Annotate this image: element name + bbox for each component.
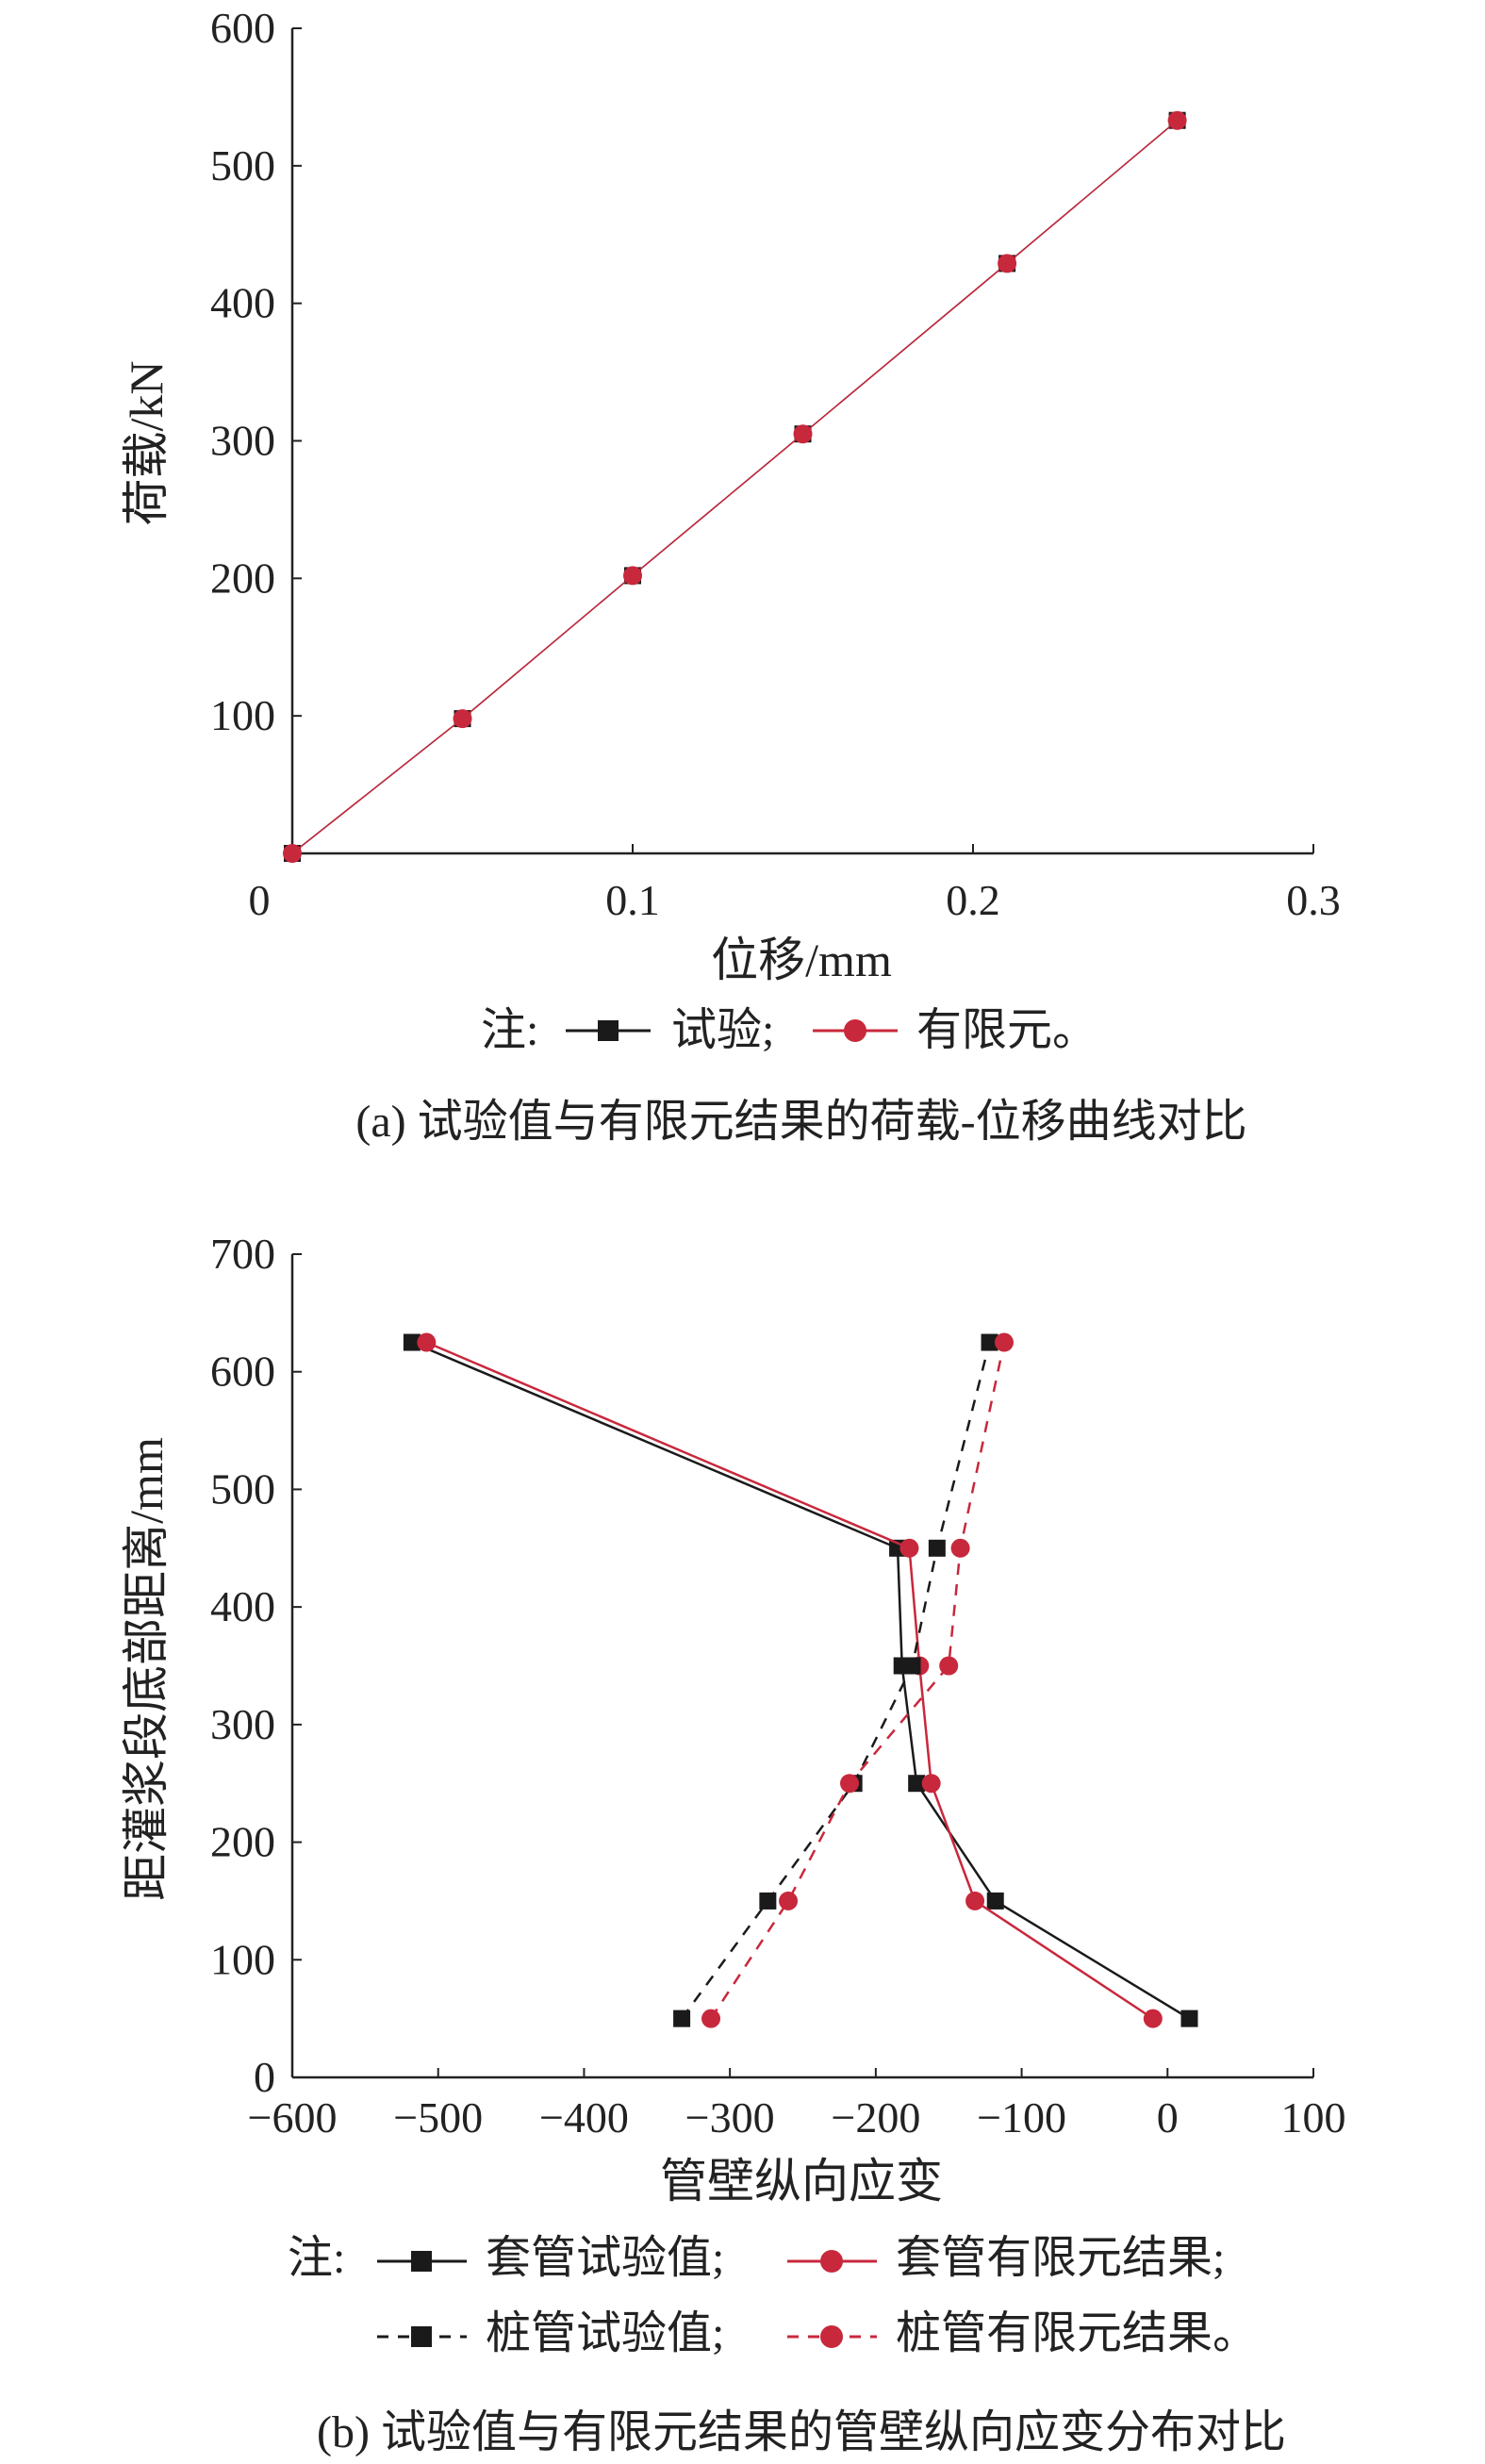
chart-a-xaxis-origin-label: 0 [249, 876, 271, 924]
chart-b-series-3-point [995, 1332, 1015, 1352]
legend-pile-test-label: 桩管试验值; [486, 2308, 724, 2358]
chart-b-series-3-point [779, 1891, 799, 1910]
legend-fem-label: 有限元。 [916, 1005, 1097, 1055]
chart-b-ytick-label: 100 [210, 1935, 275, 1983]
chart-a-xtick-label: 0.1 [605, 876, 660, 924]
chart-a-ticks: 0.1 0.2 0.3 100 200 300 400 500 600 [210, 4, 1341, 924]
legend-test-marker [598, 1020, 619, 1041]
chart-a-xlabel: 位移/mm [711, 934, 892, 986]
chart-b-series-1-point [899, 1538, 919, 1558]
chart-b-xtick-label: −500 [393, 2093, 483, 2142]
chart-a-legend: 注: 试验; 有限元。 [481, 1005, 1097, 1055]
chart-a-series [283, 110, 1187, 863]
chart-a-series-1-point [283, 844, 302, 863]
chart-a-ytick-label: 600 [210, 4, 275, 52]
chart-b-series-1-point [417, 1332, 437, 1352]
chart-b-series-3-point [939, 1656, 959, 1676]
chart-b-series-3-point [701, 2009, 721, 2028]
chart-b-xtick-label: −400 [539, 2093, 629, 2142]
chart-b-series-2-point [928, 1539, 946, 1557]
chart-a-ytick-label: 500 [210, 141, 275, 190]
legend-fem-marker [844, 1019, 866, 1042]
chart-b-series-0-point [403, 1333, 421, 1351]
chart-b-ytick-label: 500 [210, 1464, 275, 1513]
chart-a-xtick-label: 0.3 [1286, 876, 1341, 924]
chart-a-legend-prefix: 注: [481, 1005, 538, 1055]
chart-b-ytick-label: 300 [210, 1700, 275, 1748]
chart-a-series-1-point [623, 566, 642, 586]
chart-b-series-0-point [986, 1892, 1004, 1910]
chart-a-series-line-0 [291, 120, 1179, 854]
chart-b-series-0-point [908, 1775, 926, 1793]
chart-b-caption: (b) 试验值与有限元结果的管壁纵向应变分布对比 [317, 2407, 1286, 2457]
chart-b-legend: 注: 套管试验值; 套管有限元结果; 桩管试验值; 桩管有限元结果。 [288, 2233, 1258, 2358]
legend-sleeve-test-marker [411, 2251, 432, 2272]
legend-sleeve-fem-marker [820, 2250, 843, 2273]
chart-b-series-line-0 [411, 1341, 1191, 2020]
chart-a-caption: (a) 试验值与有限元结果的荷载-位移曲线对比 [355, 1097, 1246, 1147]
chart-a-ytick-label: 400 [210, 279, 275, 327]
chart-b-xtick-label: 0 [1157, 2093, 1179, 2142]
chart-b-series-3-point [840, 1774, 860, 1794]
chart-a-xtick-label: 0.2 [946, 876, 1000, 924]
legend-pile-fem-marker [820, 2325, 843, 2348]
chart-b-xtick-label: −100 [977, 2093, 1066, 2142]
legend-test-label: 试验; [671, 1005, 774, 1055]
chart-b-series-2-point [903, 1657, 921, 1675]
chart-b-ytick-label: 0 [254, 2053, 275, 2101]
chart-b-series [403, 1332, 1198, 2028]
chart-b-ytick-label: 400 [210, 1582, 275, 1630]
chart-b-xtick-label: −600 [248, 2093, 338, 2142]
chart-a-series-1-point [793, 424, 813, 444]
chart-a-series-line-1 [291, 120, 1179, 854]
chart-b-ylabel: 距灌浆段底部距离/mm [120, 1437, 173, 1901]
chart-b-xtick-label: −300 [685, 2093, 775, 2142]
chart-b-series-1-point [965, 1891, 985, 1910]
chart-b-ytick-label: 700 [210, 1230, 275, 1278]
chart-a-ylabel: 荷载/kN [120, 361, 173, 526]
chart-b-series-0-point [1180, 2009, 1198, 2027]
chart-b-legend-prefix: 注: [288, 2233, 345, 2283]
chart-b-series-line-2 [681, 1342, 991, 2020]
chart-b-series-line-1 [425, 1341, 1154, 2020]
chart-b-ticks: −600 −500 −400 −300 −200 −100 0 100 0 100 200 300 40… [210, 1230, 1346, 2142]
legend-sleeve-fem-label: 套管有限元结果; [896, 2233, 1225, 2283]
chart-strain-distribution: −600 −500 −400 −300 −200 −100 0 100 0 100 200 300 40… [120, 1230, 1346, 2457]
chart-b-series-2-point [673, 2009, 691, 2027]
chart-b-xtick-label: 100 [1281, 2093, 1346, 2142]
chart-a-series-1-point [1167, 110, 1187, 130]
chart-a-series-1-point [453, 709, 472, 729]
chart-a-ytick-label: 200 [210, 554, 275, 602]
chart-a-ytick-label: 100 [210, 691, 275, 739]
chart-b-xlabel: 管壁纵向应变 [660, 2155, 943, 2208]
chart-a-series-1-point [998, 254, 1017, 273]
chart-load-displacement: 0.1 0.2 0.3 100 200 300 400 500 600 0 位移/mm 荷载/k… [120, 4, 1341, 1147]
legend-sleeve-test-label: 套管试验值; [486, 2233, 724, 2283]
chart-b-series-2-point [981, 1333, 998, 1351]
chart-b-series-3-point [950, 1538, 970, 1558]
chart-a-ytick-label: 300 [210, 417, 275, 465]
chart-b-series-1-point [1143, 2009, 1163, 2028]
legend-pile-test-marker [411, 2326, 432, 2347]
chart-b-ytick-label: 600 [210, 1348, 275, 1396]
chart-b-ytick-label: 200 [210, 1818, 275, 1866]
legend-pile-fem-label: 桩管有限元结果。 [896, 2308, 1258, 2358]
chart-b-series-1-point [921, 1774, 941, 1794]
chart-b-xtick-label: −200 [831, 2093, 920, 2142]
chart-b-series-2-point [759, 1892, 777, 1910]
